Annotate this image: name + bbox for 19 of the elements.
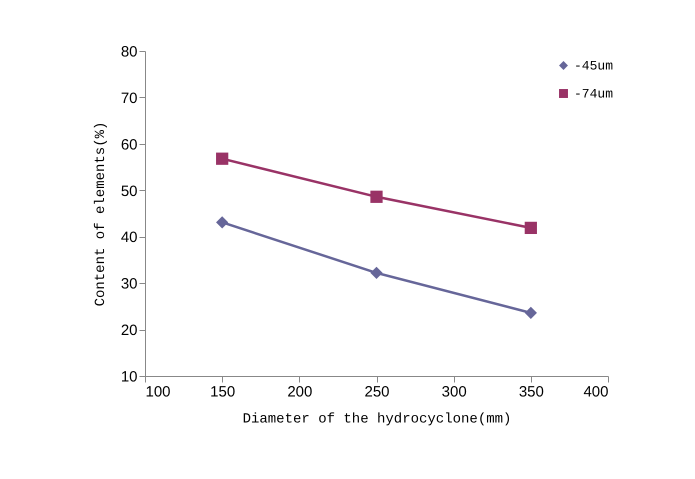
y-tick-label: 40 bbox=[120, 229, 138, 246]
y-tick-label: 10 bbox=[120, 368, 138, 386]
y-tick-label: 30 bbox=[120, 276, 138, 293]
x-axis-title: Diameter of the hydrocyclone(mm) bbox=[242, 412, 512, 428]
y-tick-label: 80 bbox=[120, 44, 138, 60]
y-tick-label: 50 bbox=[120, 182, 138, 200]
x-tick-label: 400 bbox=[583, 384, 608, 400]
legend-label: -74um bbox=[574, 86, 614, 102]
y-axis-title: Content of elements(%) bbox=[92, 122, 109, 306]
x-tick-label: 300 bbox=[442, 384, 467, 400]
x-tick-label: 250 bbox=[364, 384, 390, 400]
x-tick-label: 350 bbox=[518, 384, 544, 400]
y-tick-label: 20 bbox=[120, 322, 138, 340]
legend-label: -45um bbox=[574, 58, 614, 74]
x-tick-label: 100 bbox=[146, 384, 171, 400]
x-tick-label: 200 bbox=[287, 384, 312, 400]
y-tick-label: 70 bbox=[120, 90, 138, 107]
y-tick-label: 60 bbox=[120, 136, 138, 154]
x-tick-label: 150 bbox=[210, 384, 236, 400]
